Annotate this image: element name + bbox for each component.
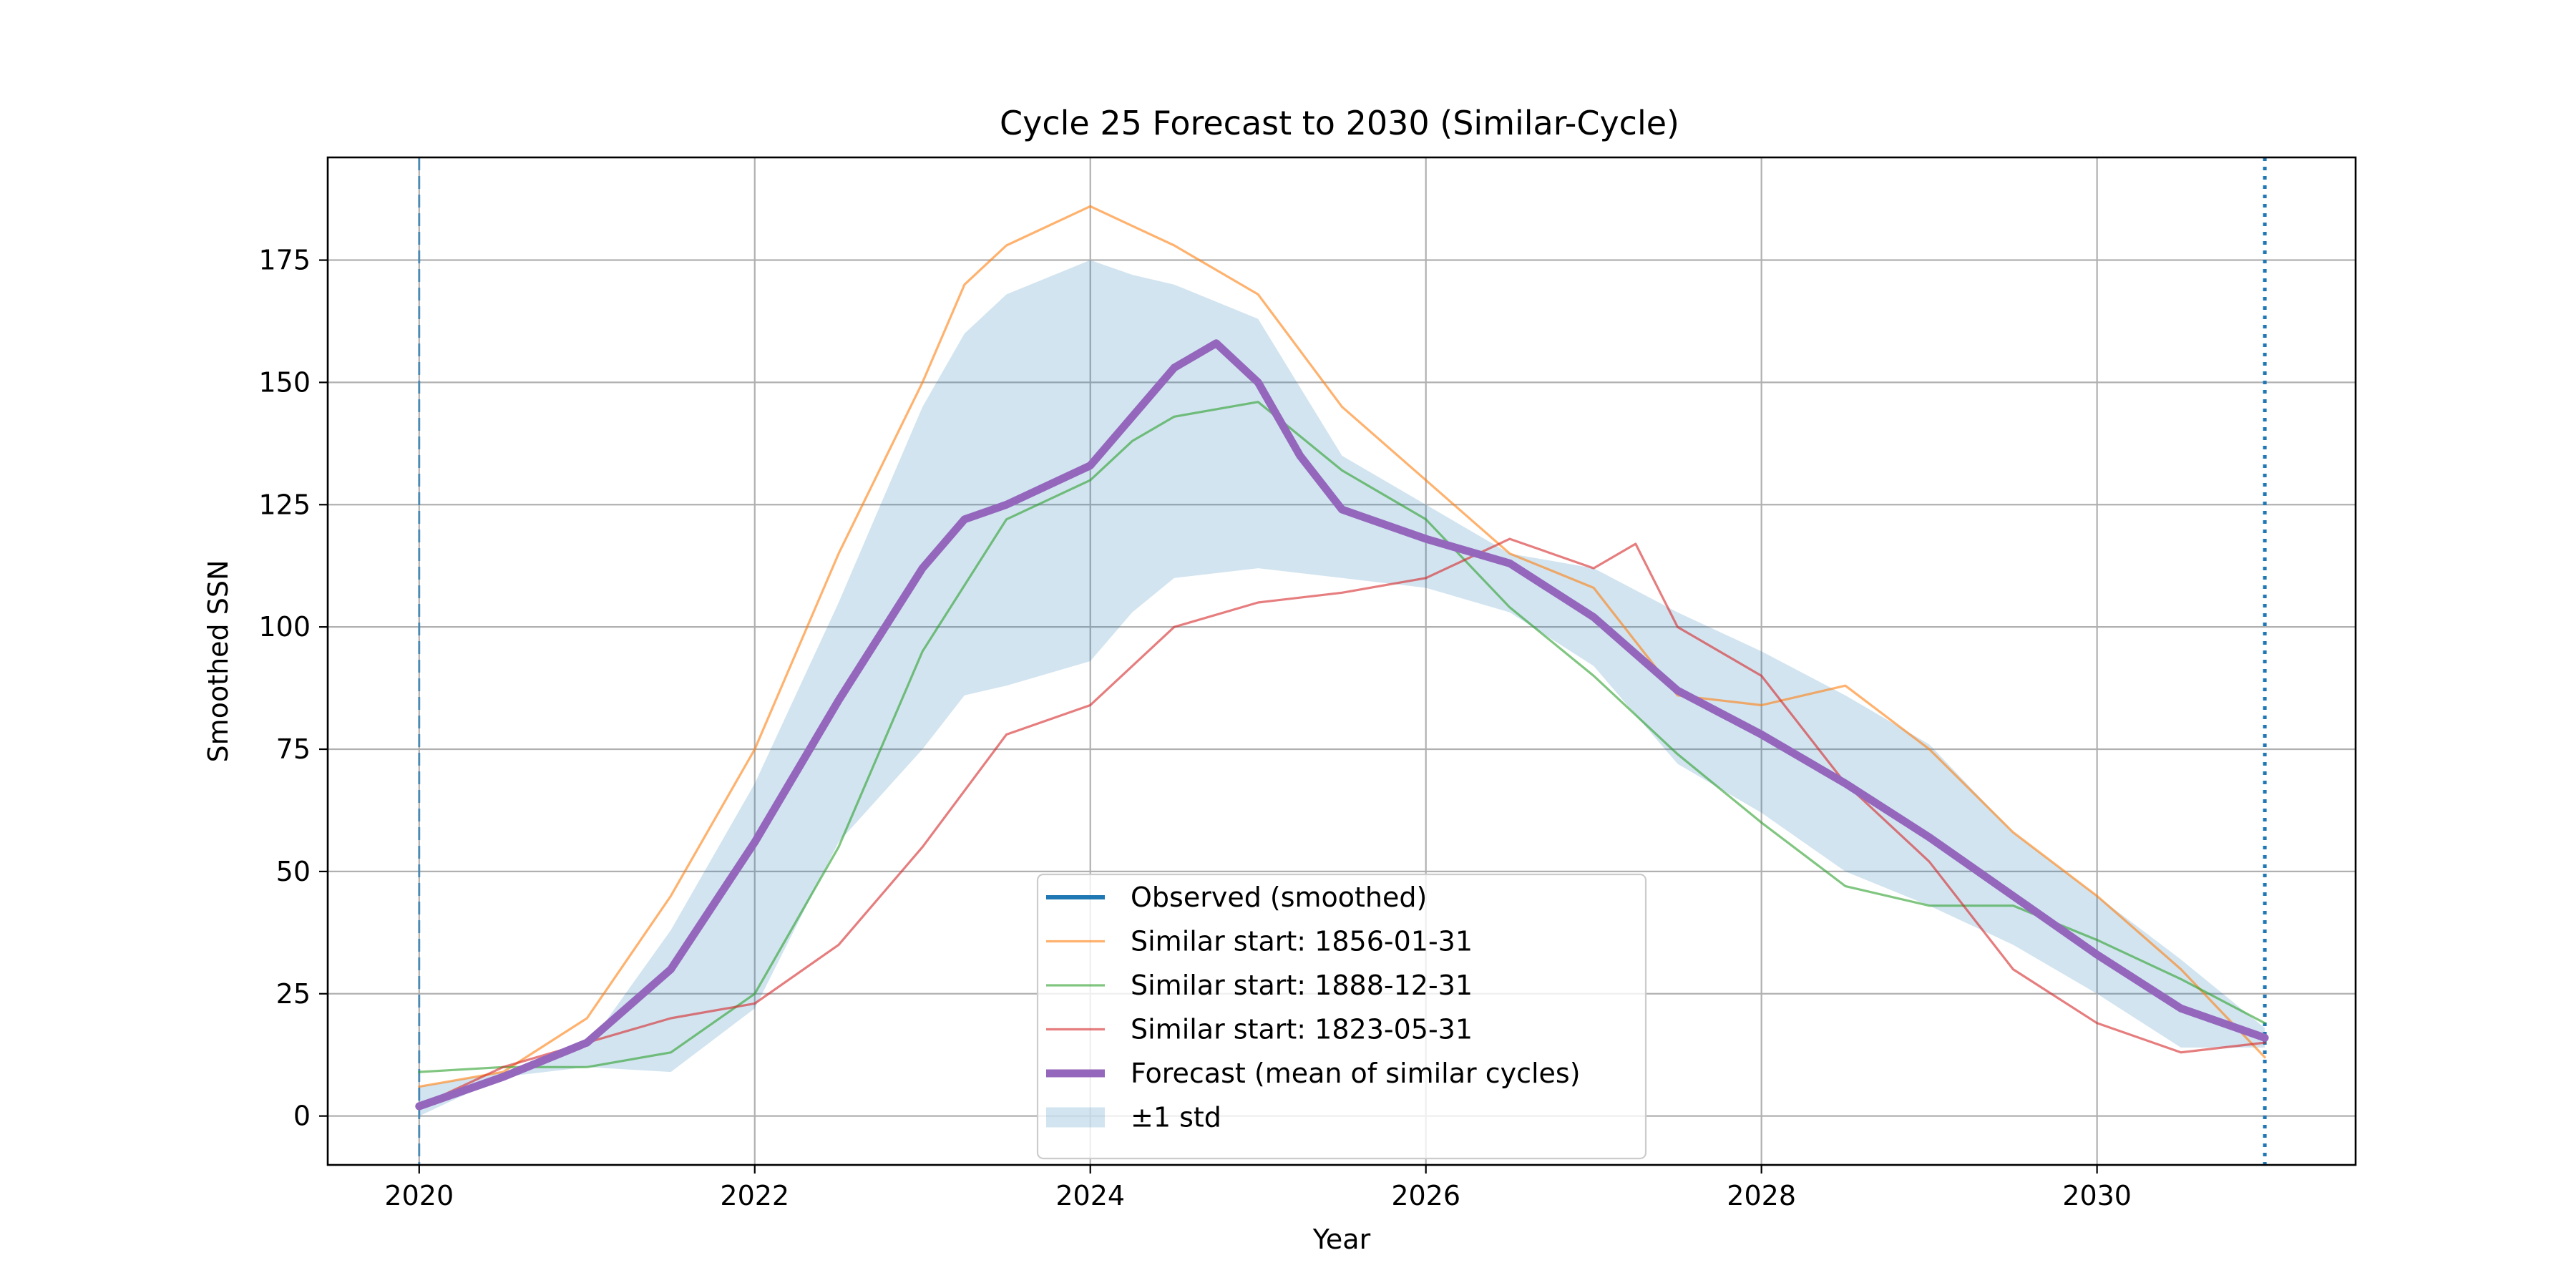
x-tick-label: 2020 (384, 1180, 454, 1211)
y-tick-label: 150 (258, 366, 311, 398)
legend-label: ±1 std (1131, 1102, 1221, 1133)
legend-label: Forecast (mean of similar cycles) (1131, 1058, 1581, 1089)
x-tick-label: 2022 (720, 1180, 789, 1211)
y-tick-label: 0 (293, 1101, 311, 1132)
plot-frame (326, 156, 2357, 1166)
similar-cycle-line-0 (418, 205, 2266, 1088)
y-tick-label: 125 (258, 489, 311, 520)
chart-title: Cycle 25 Forecast to 2030 (Similar-Cycle… (1000, 104, 1679, 142)
legend-label: Observed (smoothed) (1131, 882, 1427, 913)
x-tick-label: 2028 (1727, 1180, 1796, 1211)
x-axis: 2020 2022 2024 2026 2028 2030 (384, 1165, 2132, 1211)
x-tick-label: 2026 (1391, 1180, 1460, 1211)
y-axis: 0 25 50 75 100 125 150 175 (258, 245, 328, 1132)
legend: Observed (smoothed) Similar start: 1856-0… (1036, 873, 1647, 1160)
legend-label: Similar start: 1823-05-31 (1131, 1014, 1473, 1045)
legend-label: Similar start: 1888-12-31 (1131, 970, 1473, 1001)
y-tick-label: 50 (276, 856, 311, 887)
y-tick-label: 100 (258, 611, 311, 643)
similar-cycle-line-2 (418, 537, 2266, 1108)
series-layer (415, 205, 2269, 1111)
y-tick-label: 75 (276, 733, 311, 765)
y-tick-label: 175 (258, 245, 311, 276)
x-tick-label: 2030 (2062, 1180, 2132, 1211)
plot-area (326, 156, 2357, 1166)
legend-box (1036, 873, 1647, 1160)
grid-layer (328, 157, 2356, 1165)
forecast-mean-line (415, 339, 2269, 1111)
legend-label: Similar start: 1856-01-31 (1131, 926, 1473, 957)
x-axis-label: Year (1312, 1224, 1371, 1255)
y-tick-label: 25 (276, 978, 311, 1010)
legend-swatch (1046, 1107, 1105, 1128)
similar-cycle-line-1 (418, 401, 2266, 1073)
x-tick-label: 2024 (1055, 1180, 1125, 1211)
y-axis-label: Smoothed SSN (203, 560, 234, 763)
vline-layer (418, 157, 2267, 1165)
